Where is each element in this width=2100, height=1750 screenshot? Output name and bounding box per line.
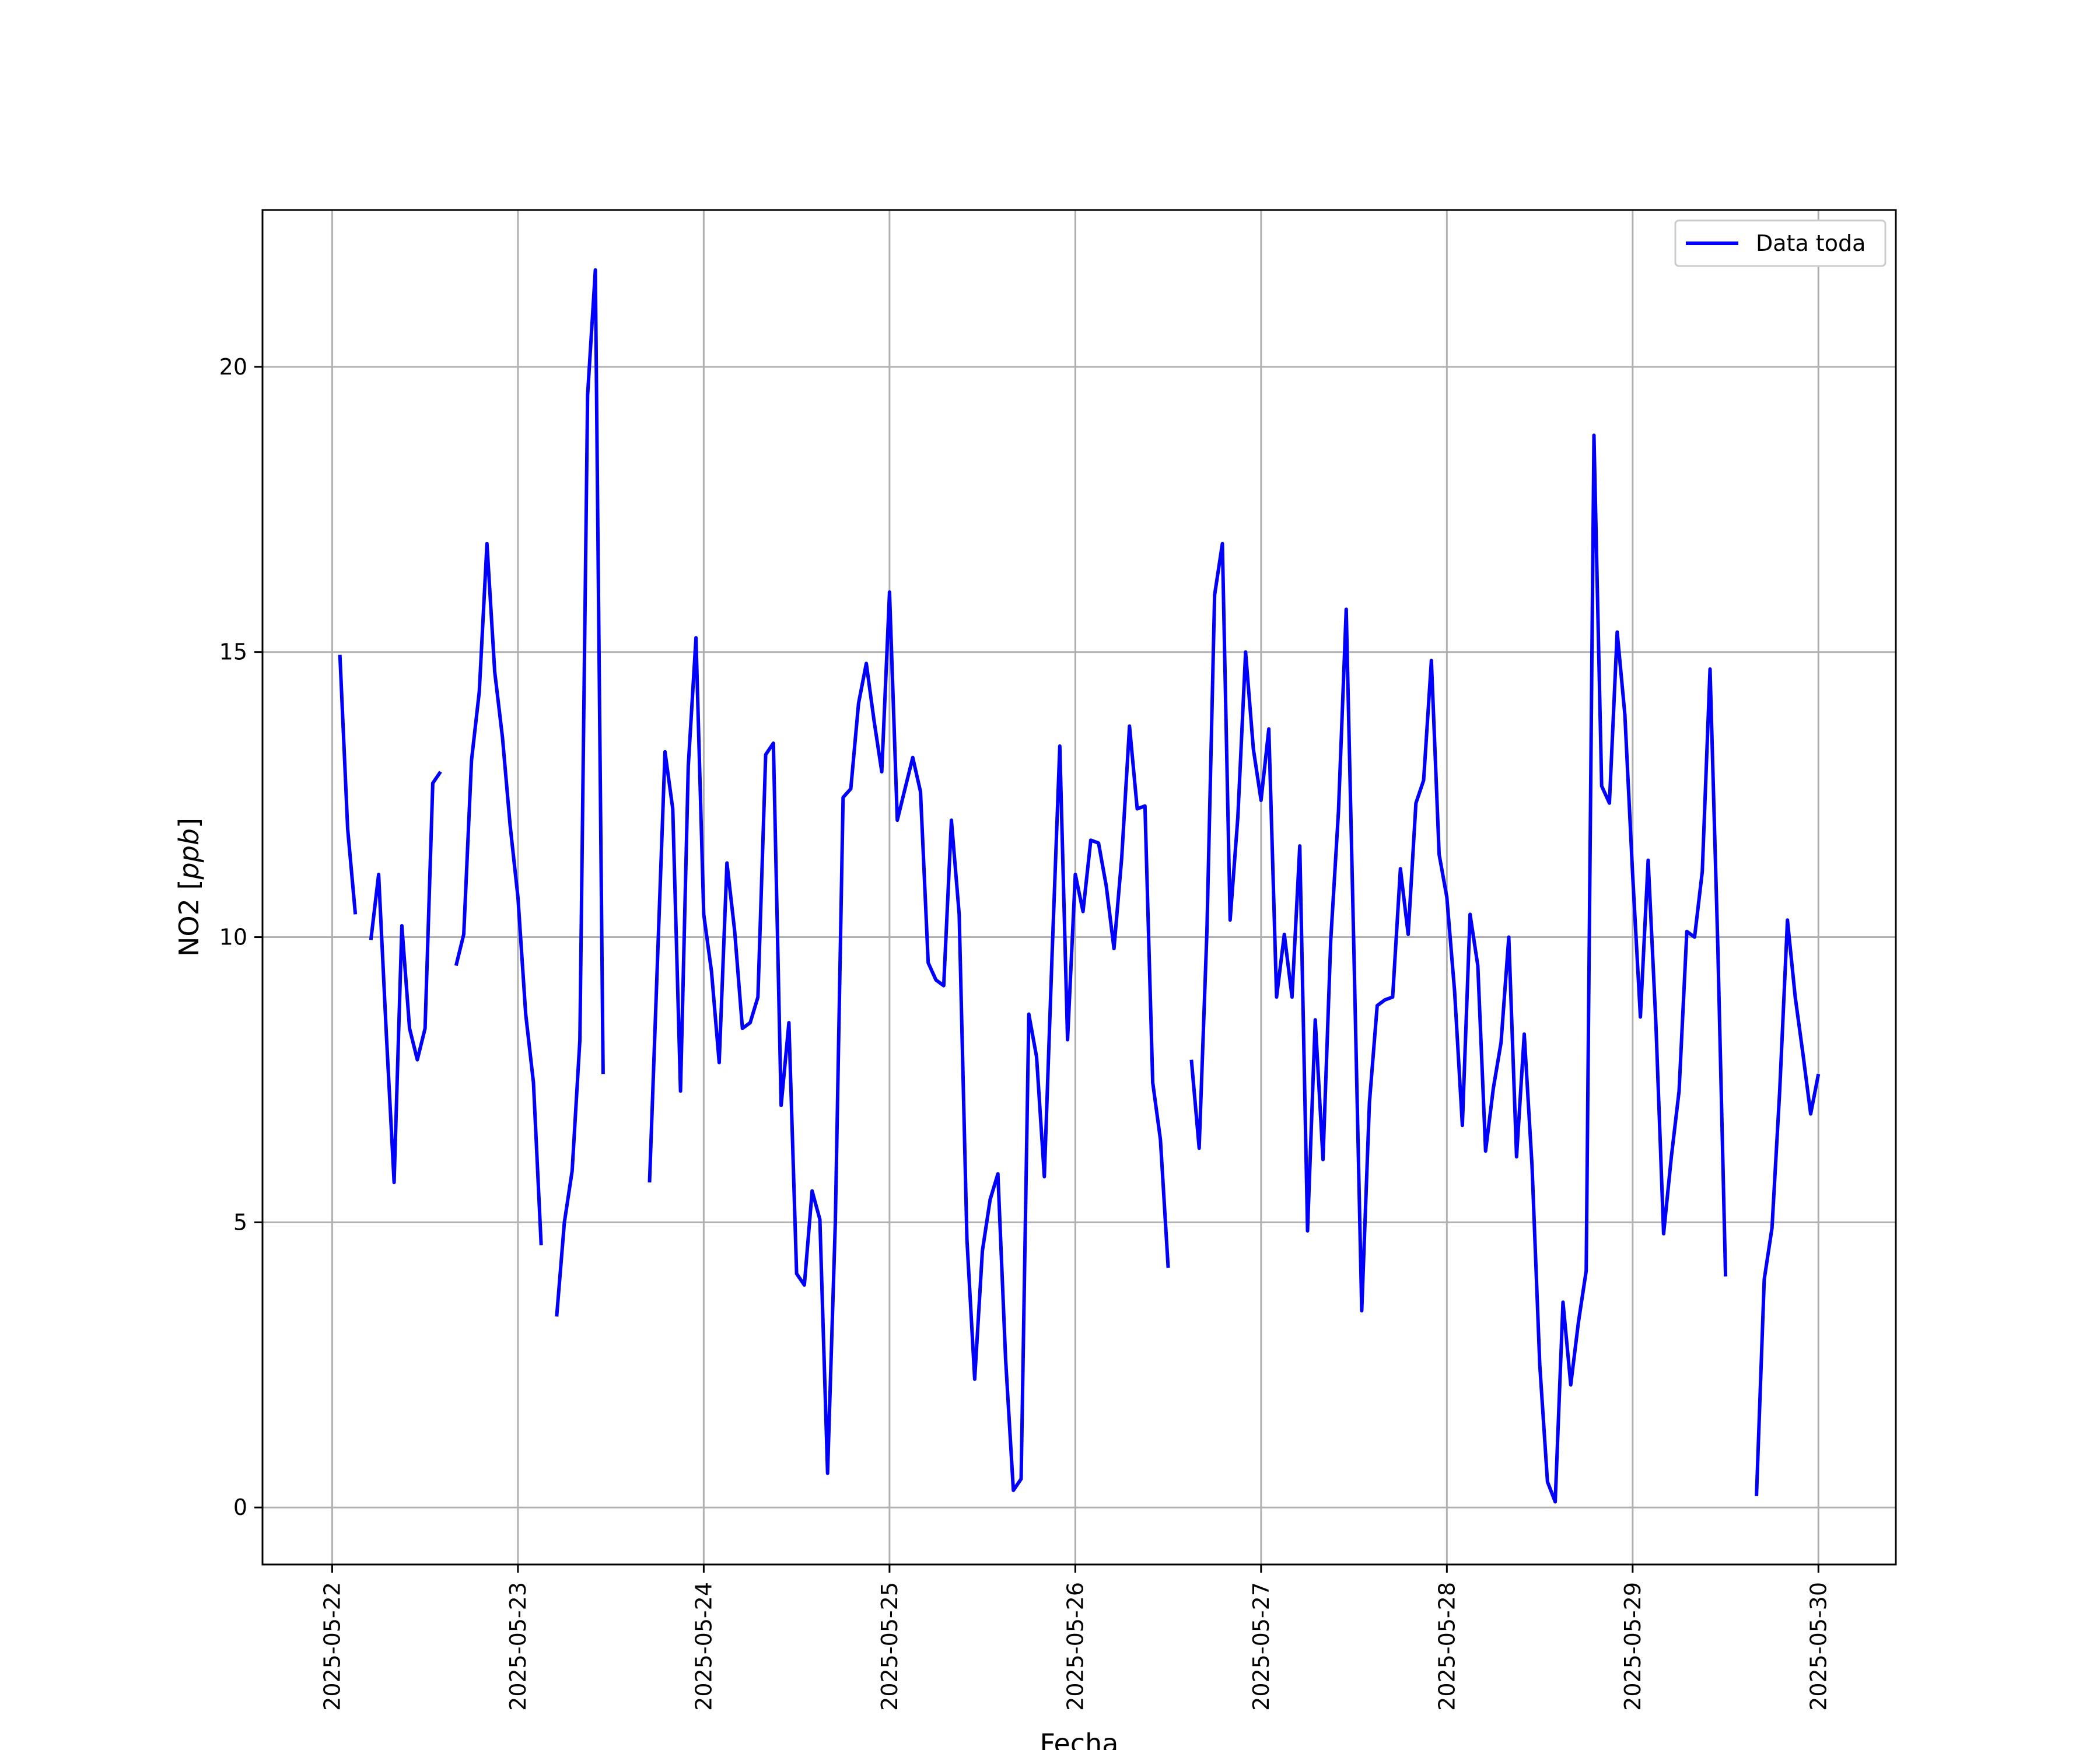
- series-line-segment: [1755, 918, 1821, 1496]
- series-line-segment: [338, 654, 358, 915]
- x-tick-label: 2025-05-24: [691, 1582, 716, 1711]
- x-tick-label: 2025-05-22: [319, 1582, 345, 1711]
- series-line-segment: [555, 268, 605, 1317]
- y-tick-label: 10: [219, 925, 247, 950]
- y-tick-label: 5: [233, 1209, 247, 1235]
- series-line-segment: [454, 541, 543, 1245]
- y-tick-label: 0: [233, 1494, 247, 1520]
- series-line-segment: [369, 771, 442, 1184]
- series-line-segment: [1189, 433, 1728, 1504]
- x-tick-label: 2025-05-23: [505, 1582, 531, 1711]
- x-tick-label: 2025-05-26: [1062, 1582, 1088, 1711]
- x-axis-label: Fecha: [1040, 1728, 1119, 1750]
- y-axis-label: NO2 [ppb]: [173, 818, 205, 957]
- x-tick-label: 2025-05-25: [877, 1582, 902, 1711]
- x-tick-label: 2025-05-29: [1620, 1582, 1646, 1711]
- series-layer: [338, 268, 1821, 1504]
- x-tick-label: 2025-05-27: [1248, 1582, 1274, 1711]
- legend-box: [1674, 219, 1887, 267]
- y-axis-label-close: ]: [173, 818, 205, 828]
- series-line-segment: [648, 590, 1170, 1492]
- legend-label: Data toda: [1756, 230, 1866, 256]
- legend: Data toda: [1674, 219, 1887, 267]
- y-axis-label-unit: ppb: [173, 828, 205, 880]
- y-axis-label-main: NO2 [: [173, 880, 205, 957]
- x-tick-label: 2025-05-28: [1434, 1582, 1460, 1711]
- x-tick-label: 2025-05-30: [1805, 1582, 1831, 1711]
- y-tick-label: 15: [219, 639, 247, 665]
- axis-ticks: 2025-05-22 2025-05-23 2025-05-24 2025-05-25…: [219, 354, 1832, 1711]
- plot-frame: [261, 209, 1897, 1566]
- y-tick-label: 20: [219, 354, 247, 380]
